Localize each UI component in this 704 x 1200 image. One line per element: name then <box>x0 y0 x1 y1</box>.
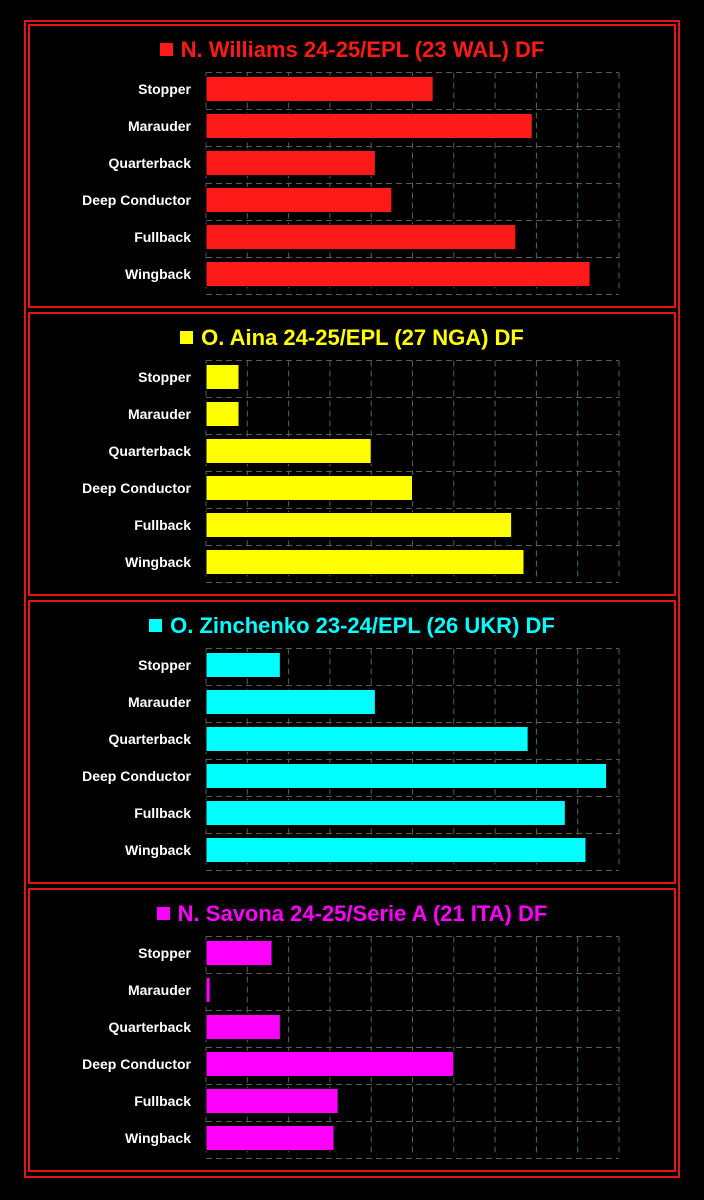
category-label: Marauder <box>128 694 192 710</box>
bar-quarterback <box>205 438 372 464</box>
category-label: Fullback <box>134 1093 191 1109</box>
chart-title-text: O. Zinchenko 23-24/EPL (26 UKR) DF <box>170 613 555 638</box>
category-label: Stopper <box>138 657 191 673</box>
category-label: Fullback <box>134 805 191 821</box>
category-label: Marauder <box>128 982 192 998</box>
category-label: Wingback <box>125 1130 191 1146</box>
bar-chart: Stopper Marauder Quarterback Deep Conductor… <box>82 936 620 1159</box>
bar-stopper <box>205 940 273 966</box>
bar-fullback <box>205 800 566 826</box>
chart-panel-4: N. Savona 24-25/Serie A (21 ITA) DF Stopp… <box>28 888 676 1172</box>
bar-fullback <box>205 224 517 250</box>
chart-title-text: N. Savona 24-25/Serie A (21 ITA) DF <box>177 901 548 926</box>
category-label: Quarterback <box>109 443 192 459</box>
chart-title: N. Williams 24-25/EPL (23 WAL) DF <box>30 34 674 66</box>
bar-quarterback <box>205 150 376 176</box>
bar-wingback <box>205 261 591 287</box>
bar-marauder <box>205 113 533 139</box>
bar-marauder <box>205 689 376 715</box>
chart-panel-1: N. Williams 24-25/EPL (23 WAL) DF Stopper… <box>28 24 676 308</box>
bar-quarterback <box>205 1014 281 1040</box>
bar-deep-conductor <box>205 1051 455 1077</box>
bar-chart: Stopper Marauder Quarterback Deep Conductor… <box>82 72 620 295</box>
category-label: Stopper <box>138 945 191 961</box>
category-label: Stopper <box>138 369 191 385</box>
bar-wingback <box>205 837 587 863</box>
category-label: Quarterback <box>109 731 192 747</box>
bar-marauder <box>205 401 240 427</box>
category-label: Wingback <box>125 554 191 570</box>
category-label: Deep Conductor <box>82 480 191 496</box>
category-label: Deep Conductor <box>82 192 191 208</box>
bar-marauder <box>205 977 211 1003</box>
chart-panel-3: O. Zinchenko 23-24/EPL (26 UKR) DF Stoppe… <box>28 600 676 884</box>
bar-deep-conductor <box>205 187 393 213</box>
bar-chart: Stopper Marauder Quarterback Deep Conductor… <box>82 360 620 583</box>
outer-frame <box>24 20 680 1178</box>
legend-square-icon <box>156 907 170 920</box>
category-label: Fullback <box>134 517 191 533</box>
category-label: Quarterback <box>109 1019 192 1035</box>
bar-stopper <box>205 76 434 102</box>
bar-fullback <box>205 512 513 538</box>
category-label: Stopper <box>138 81 191 97</box>
bar-stopper <box>205 364 240 390</box>
bar-fullback <box>205 1088 339 1114</box>
category-label: Fullback <box>134 229 191 245</box>
bar-deep-conductor <box>205 475 413 501</box>
category-label: Wingback <box>125 266 191 282</box>
category-label: Marauder <box>128 406 192 422</box>
chart-title: O. Zinchenko 23-24/EPL (26 UKR) DF <box>30 610 674 642</box>
bar-wingback <box>205 549 525 575</box>
chart-title: N. Savona 24-25/Serie A (21 ITA) DF <box>30 898 674 930</box>
bar-stopper <box>205 652 281 678</box>
category-label: Deep Conductor <box>82 768 191 784</box>
legend-square-icon <box>159 43 173 56</box>
chart-title-text: N. Williams 24-25/EPL (23 WAL) DF <box>180 37 545 62</box>
bar-chart: Stopper Marauder Quarterback Deep Conductor… <box>82 648 620 871</box>
bar-wingback <box>205 1125 335 1151</box>
bar-quarterback <box>205 726 529 752</box>
legend-square-icon <box>149 619 163 632</box>
legend-square-icon <box>180 331 194 344</box>
category-label: Deep Conductor <box>82 1056 191 1072</box>
chart-title-text: O. Aina 24-25/EPL (27 NGA) DF <box>201 325 524 350</box>
category-label: Quarterback <box>109 155 192 171</box>
category-label: Wingback <box>125 842 191 858</box>
category-label: Marauder <box>128 118 192 134</box>
chart-panel-2: O. Aina 24-25/EPL (27 NGA) DF Stopper Mara… <box>28 312 676 596</box>
chart-title: O. Aina 24-25/EPL (27 NGA) DF <box>30 322 674 354</box>
bar-deep-conductor <box>205 763 608 789</box>
